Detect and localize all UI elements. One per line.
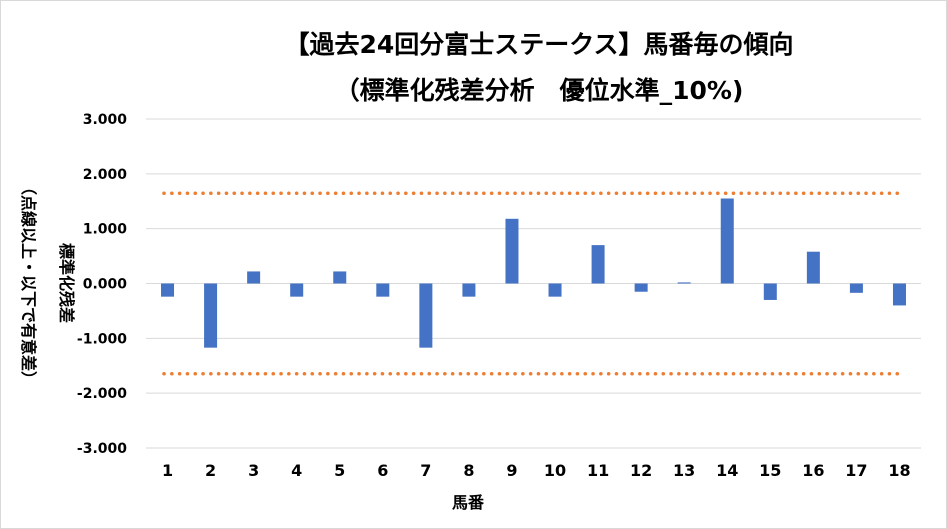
x-tick-label: 18 (888, 461, 910, 480)
x-axis-title: 馬番 (452, 493, 485, 512)
bar-15 (763, 283, 777, 300)
y-tick-label: 1.000 (83, 222, 128, 238)
y-tick-label: -2.000 (77, 386, 127, 402)
x-tick-label: 16 (802, 461, 824, 480)
y-axis-title-line2: （点線以上・以下で有意差） (19, 179, 38, 387)
x-tick-label: 7 (420, 461, 431, 480)
x-tick-label: 2 (205, 461, 216, 480)
chart-title-line1: 【過去24回分富士ステークス】馬番毎の傾向 (284, 30, 793, 59)
bar-11 (591, 245, 605, 284)
bar-12 (634, 283, 648, 292)
x-tick-label: 17 (845, 461, 867, 480)
bar-14 (720, 198, 734, 284)
bar-9 (505, 218, 519, 284)
bar-7 (419, 283, 433, 348)
bar-18 (892, 283, 906, 306)
x-tick-label: 1 (162, 461, 173, 480)
x-tick-label: 6 (377, 461, 388, 480)
gridlines (146, 118, 921, 449)
bar-16 (806, 251, 820, 284)
x-tick-label: 13 (673, 461, 695, 480)
bar-4 (290, 283, 304, 297)
y-tick-label: -1.000 (77, 331, 127, 347)
bar-5 (333, 271, 347, 284)
x-tick-label: 8 (463, 461, 474, 480)
y-tick-label: 2.000 (83, 167, 128, 183)
x-tick-label: 4 (291, 461, 302, 480)
x-tick-label: 15 (759, 461, 781, 480)
bar-2 (204, 283, 218, 348)
bar-10 (548, 283, 562, 297)
bars (161, 198, 906, 348)
y-tick-label: -3.000 (77, 441, 127, 457)
bar-1 (161, 283, 175, 297)
bar-6 (376, 283, 390, 297)
x-tick-label: 3 (248, 461, 259, 480)
x-tick-label: 12 (630, 461, 652, 480)
x-tick-label: 10 (544, 461, 566, 480)
x-tick-label: 14 (716, 461, 738, 480)
y-tick-label: 0.000 (83, 277, 128, 293)
x-tick-label: 11 (587, 461, 609, 480)
bar-13 (677, 282, 691, 284)
x-tick-label: 5 (334, 461, 345, 480)
y-axis-title-line1: 標準化残差 (57, 243, 76, 323)
y-tick-labels: 3.000 2.000 1.000 0.000 -1.000 -2.000 -3.000 (77, 112, 127, 457)
bar-3 (247, 271, 261, 284)
threshold-lines (162, 191, 905, 376)
y-tick-label: 3.000 (83, 112, 128, 128)
bar-17 (849, 283, 863, 293)
x-tick-labels: 1 2 3 4 5 6 7 8 9 10 11 12 13 14 15 16 17 18 (162, 461, 911, 480)
chart-title-line2: （標準化残差分析 優位水準_10%) (335, 76, 744, 105)
bar-8 (462, 283, 476, 297)
x-tick-label: 9 (506, 461, 517, 480)
